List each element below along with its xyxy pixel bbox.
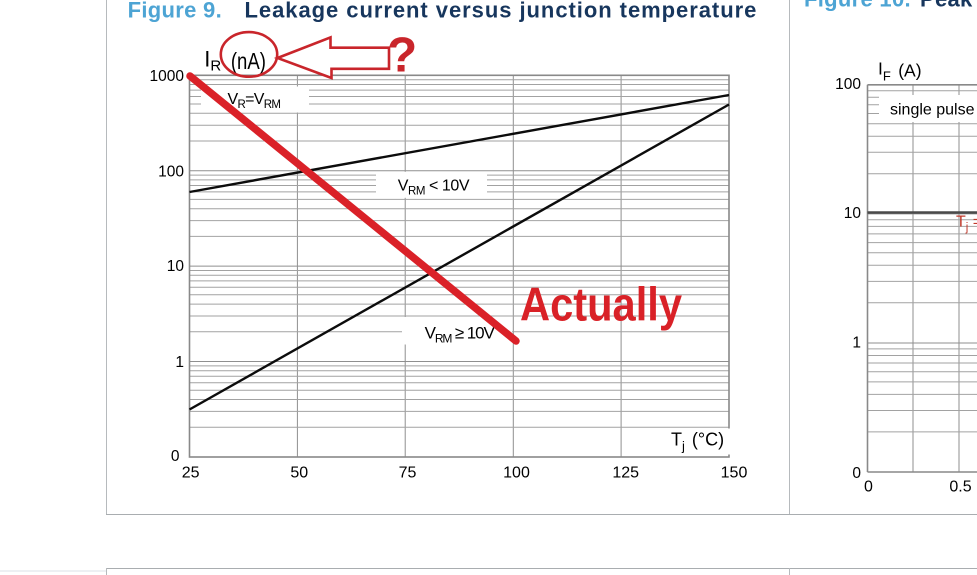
svg-text:single pulse: single pulse [890, 102, 975, 119]
svg-text:Figure 9.Leakage current versu: Figure 9. Leakage current versus junction… [128, 0, 758, 23]
svg-text:1000: 1000 [150, 68, 185, 85]
svg-text:0.5: 0.5 [949, 479, 971, 496]
svg-text:10: 10 [167, 258, 185, 275]
svg-text:100: 100 [835, 76, 861, 93]
svg-text:?: ? [387, 27, 417, 82]
svg-text:125: 125 [612, 464, 639, 481]
svg-text:1: 1 [852, 335, 861, 352]
svg-text:Tj =: Tj = [956, 214, 977, 235]
svg-text:100: 100 [158, 163, 184, 180]
svg-text:Actually: Actually [520, 278, 682, 331]
svg-text:75: 75 [399, 464, 417, 481]
svg-text:10: 10 [844, 205, 862, 222]
svg-text:0: 0 [852, 465, 861, 482]
svg-text:100: 100 [503, 464, 530, 481]
svg-text:0: 0 [171, 448, 180, 465]
svg-text:1: 1 [175, 354, 184, 371]
svg-text:50: 50 [290, 464, 308, 481]
svg-text:IR(nA): IR (nA) [204, 47, 266, 75]
svg-text:0: 0 [864, 479, 873, 496]
svg-text:Figure 10.Peak forward: Figure 10.Peak forward [804, 0, 977, 12]
svg-text:IF (A): IF (A) [878, 59, 922, 84]
svg-text:150: 150 [721, 464, 748, 481]
svg-text:25: 25 [182, 464, 200, 481]
